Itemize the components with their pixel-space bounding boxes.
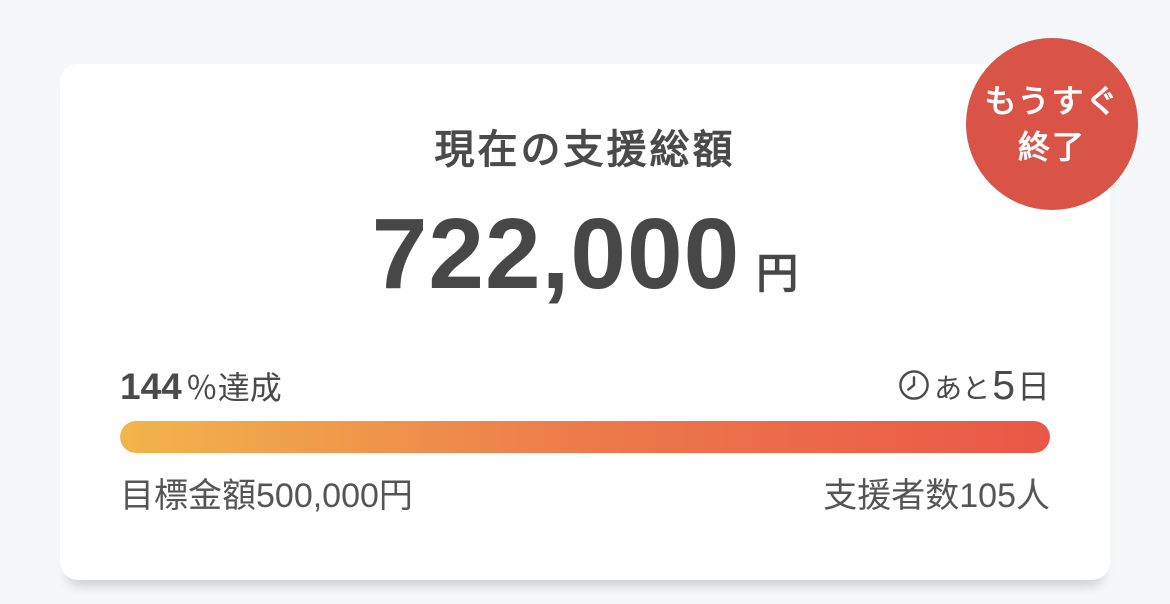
achievement-rate-value: 144	[120, 366, 182, 407]
total-amount-value: 722,000	[371, 198, 741, 310]
supporters-count-value: 105	[959, 477, 1016, 515]
goal-amount-unit: 円	[378, 477, 413, 515]
days-remaining-suffix: 日	[1017, 368, 1050, 405]
progress-bar	[120, 421, 1050, 453]
total-amount: 722,000 円	[120, 204, 1050, 304]
total-amount-unit: 円	[756, 250, 799, 297]
ending-soon-badge: もうすぐ 終了	[966, 38, 1138, 210]
days-remaining-value: 5	[992, 362, 1015, 408]
funding-summary-card: 現在の支援総額 722,000 円 144 ％達成 あと 5 日	[60, 64, 1110, 580]
achievement-rate-label: ％達成	[185, 370, 282, 406]
ending-soon-badge-line2: 終了	[1017, 129, 1086, 165]
ending-soon-badge-line1: もうすぐ	[984, 82, 1120, 119]
bottom-stats-row: 目標金額500,000円 支援者数105人	[120, 477, 1050, 516]
stats-row: 144 ％達成 あと 5 日	[120, 362, 1050, 408]
progress-bar-fill	[120, 421, 1050, 453]
clock-icon	[899, 369, 929, 400]
days-remaining: あと 5 日	[897, 362, 1050, 408]
goal-amount: 目標金額500,000円	[120, 477, 413, 516]
card-title: 現在の支援総額	[434, 128, 736, 172]
goal-amount-value: 500,000	[256, 477, 379, 515]
achievement-rate: 144 ％達成	[120, 368, 282, 405]
days-remaining-prefix: あと	[934, 373, 991, 404]
supporters-count-label: 支援者数	[823, 477, 960, 515]
supporters-count: 支援者数105人	[823, 477, 1050, 516]
goal-amount-label: 目標金額	[120, 477, 256, 515]
supporters-count-unit: 人	[1016, 477, 1050, 515]
